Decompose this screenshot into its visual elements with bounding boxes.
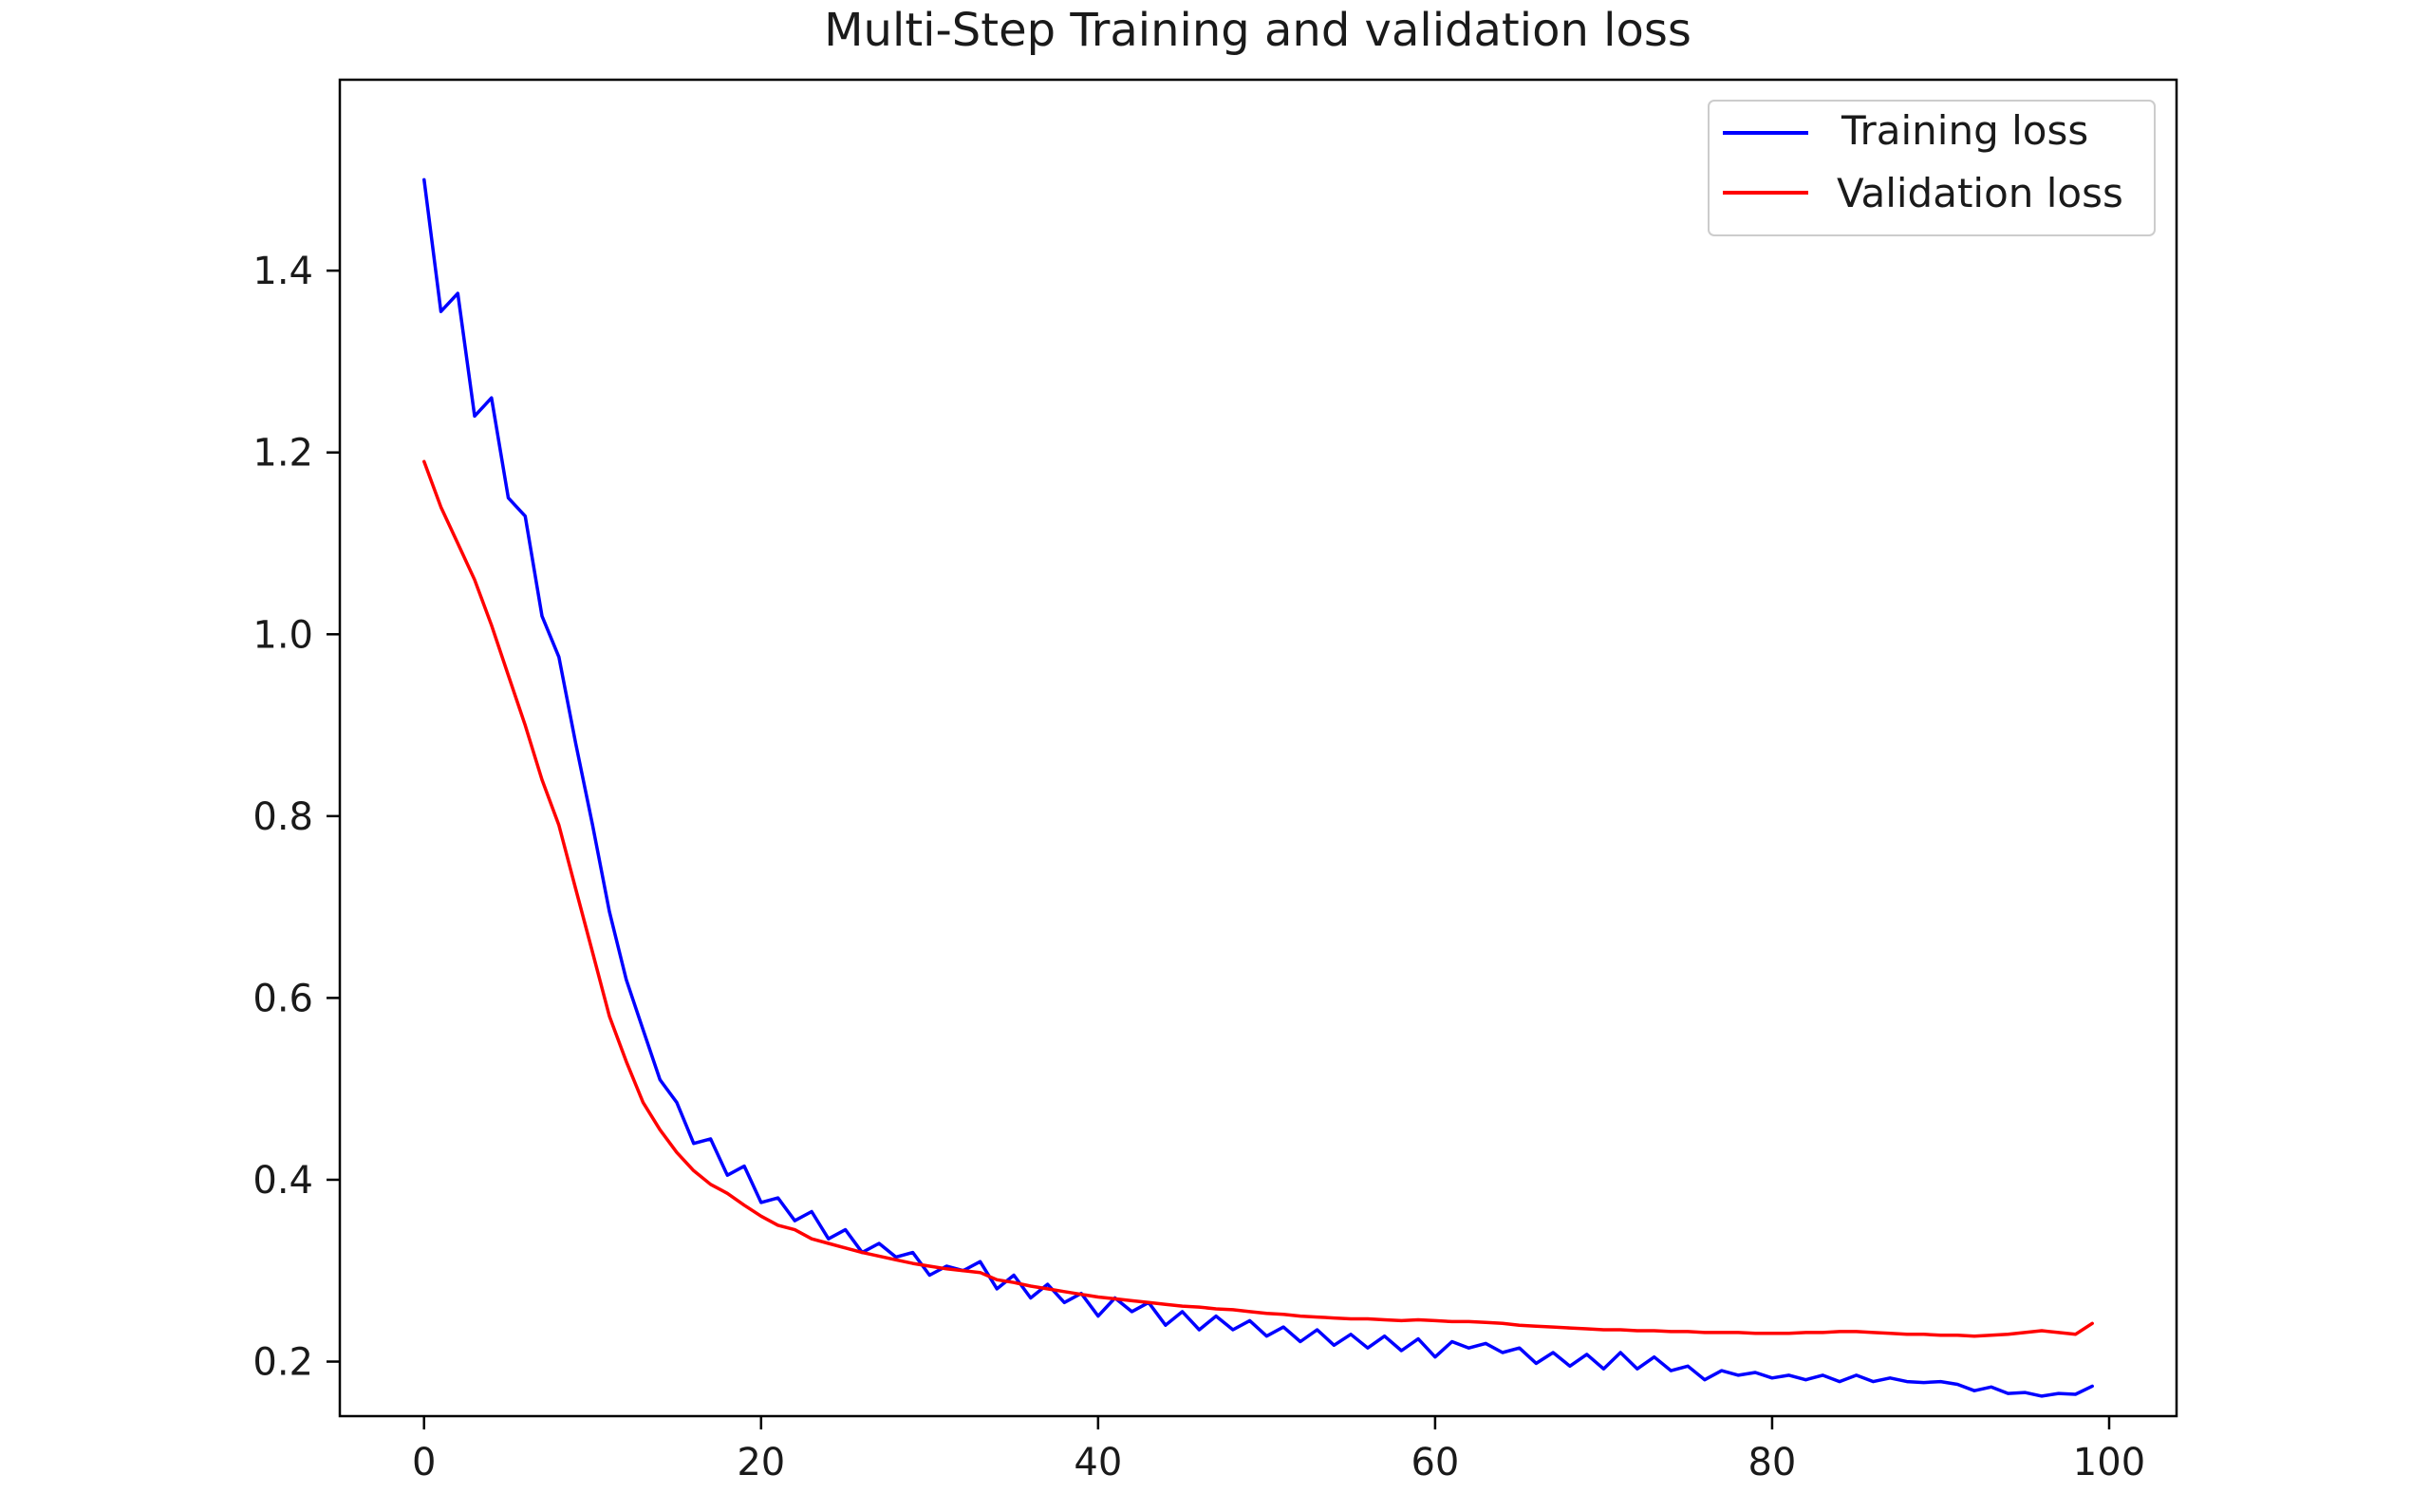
- x-tick-label-100: 100: [2073, 1441, 2145, 1484]
- series-line-training-loss: [422, 177, 2094, 1398]
- y-tick-label-0.2: 0.2: [252, 1341, 313, 1385]
- series-line-validation-loss: [422, 459, 2094, 1338]
- x-tick-label-20: 20: [737, 1441, 785, 1484]
- y-tick-label-0.6: 0.6: [252, 977, 313, 1020]
- y-tick-label-1.4: 1.4: [252, 250, 313, 293]
- axes-layer: 0 20 40 60 80 100 0.2 0.4 0.6 0.8 1.0 1.2 1.4: [252, 250, 2145, 1484]
- x-tick-label-40: 40: [1074, 1441, 1122, 1484]
- y-tick-label-1.0: 1.0: [252, 613, 313, 657]
- plot-area-frame: [338, 78, 2178, 1418]
- y-tick-label-1.2: 1.2: [252, 432, 313, 476]
- x-tick-label-0: 0: [412, 1441, 436, 1484]
- x-tick-label-80: 80: [1748, 1441, 1796, 1484]
- x-tick-label-60: 60: [1411, 1441, 1459, 1484]
- series-layer: [422, 177, 2094, 1398]
- y-tick-label-0.8: 0.8: [252, 795, 313, 839]
- legend-label-training-loss: Training loss: [1841, 107, 2088, 154]
- legend-label-validation-loss: Validation loss: [1837, 170, 2123, 216]
- legend-box: [1708, 100, 2156, 236]
- chart-title: Multi-Step Training and validation loss: [824, 4, 1691, 57]
- y-tick-label-0.4: 0.4: [252, 1159, 313, 1203]
- legend: Training loss Validation loss: [1708, 100, 2156, 236]
